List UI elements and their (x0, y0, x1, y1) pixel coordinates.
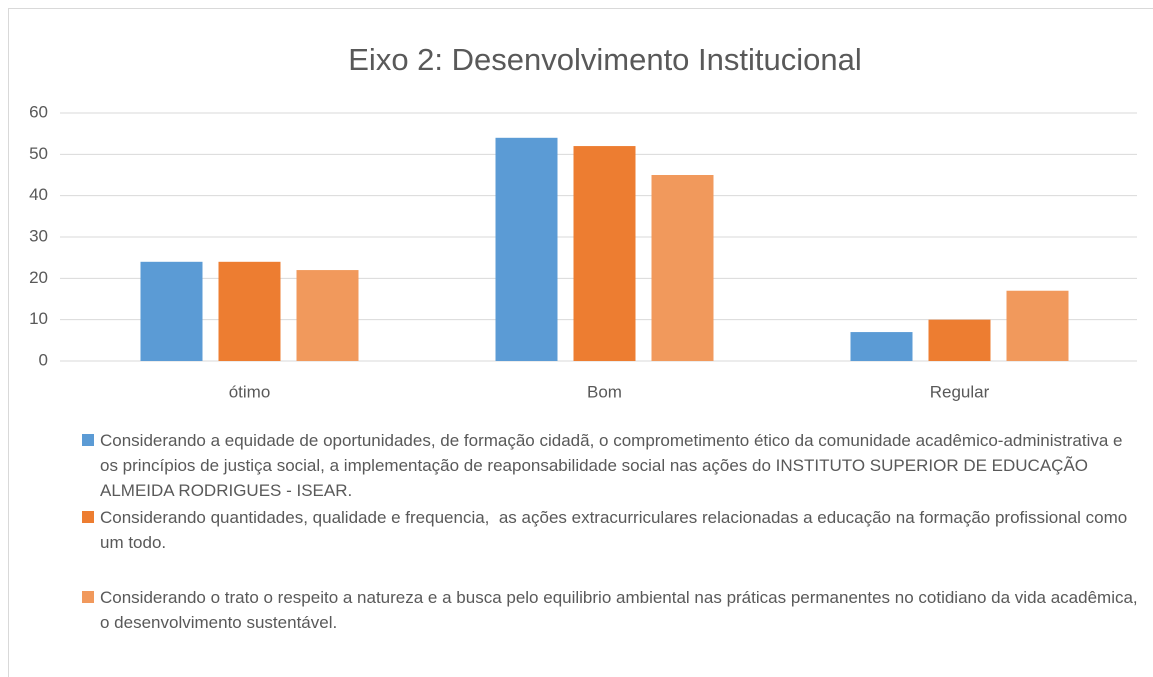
y-tick-label: 10 (29, 309, 48, 328)
y-tick-label: 20 (29, 268, 48, 287)
y-tick-label: 0 (39, 350, 48, 369)
bar (495, 137, 558, 361)
y-tick-label: 50 (29, 144, 48, 163)
y-tick-label: 30 (29, 226, 48, 245)
legend-swatch (82, 511, 94, 523)
bar (296, 270, 359, 361)
bar (573, 146, 636, 361)
bar (651, 175, 714, 361)
y-tick-label: 40 (29, 185, 48, 204)
x-tick-label: Regular (930, 382, 990, 401)
legend-item: Considerando quantidades, qualidade e fr… (82, 505, 1144, 555)
legend-label: Considerando o trato o respeito a nature… (100, 588, 1143, 632)
x-tick-label: Bom (587, 382, 622, 401)
bar (218, 261, 281, 361)
bar (140, 261, 203, 361)
chart-title: Eixo 2: Desenvolvimento Institucional (348, 42, 861, 77)
legend: Considerando a equidade de oportunidades… (82, 428, 1144, 635)
bar (850, 332, 913, 361)
bar (1006, 290, 1069, 361)
legend-label: Considerando a equidade de oportunidades… (100, 431, 1128, 500)
legend-item: Considerando o trato o respeito a nature… (82, 585, 1144, 635)
bar (928, 319, 991, 361)
y-tick-label: 60 (29, 102, 48, 121)
x-tick-label: ótimo (229, 382, 271, 401)
legend-label: Considerando quantidades, qualidade e fr… (100, 508, 1132, 552)
chart-border (8, 8, 1153, 677)
legend-swatch (82, 434, 94, 446)
legend-swatch (82, 591, 94, 603)
legend-item: Considerando a equidade de oportunidades… (82, 428, 1144, 503)
